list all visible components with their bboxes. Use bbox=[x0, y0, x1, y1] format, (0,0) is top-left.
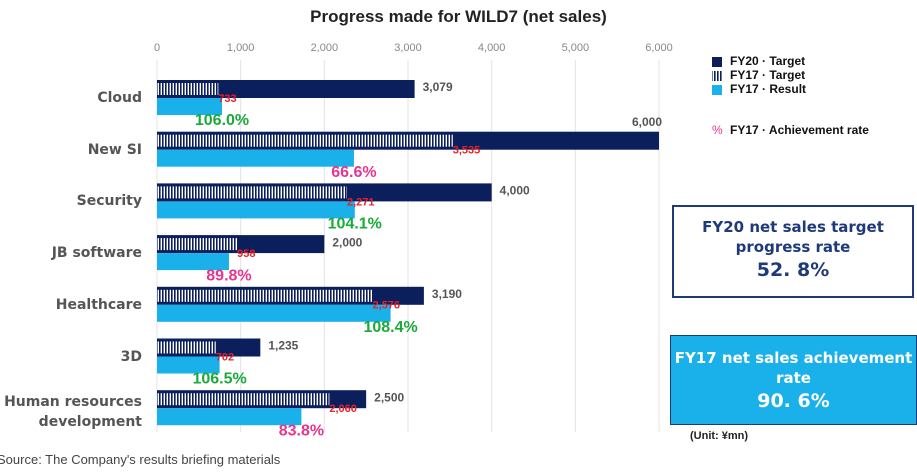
legend-symbol: % bbox=[712, 123, 723, 137]
bar bbox=[157, 80, 415, 98]
progress-box: FY20 net sales target progress rate 52. … bbox=[672, 205, 914, 298]
bar bbox=[157, 83, 219, 95]
bar bbox=[157, 408, 302, 426]
legend-swatch bbox=[712, 85, 722, 95]
value-label: 958 bbox=[237, 248, 255, 260]
bar bbox=[157, 341, 216, 354]
rate-label: 83.8% bbox=[279, 422, 324, 439]
category-label: Healthcare bbox=[55, 296, 142, 313]
value-label: 3,079 bbox=[423, 80, 453, 94]
value-label: 2,271 bbox=[347, 196, 375, 208]
value-label: 2,000 bbox=[332, 235, 362, 249]
category-label: New SI bbox=[87, 141, 142, 158]
legend-swatch bbox=[712, 71, 722, 81]
value-label: 2,500 bbox=[374, 390, 404, 404]
legend-label: FY20 · Target bbox=[730, 54, 805, 68]
value-label: 2,060 bbox=[329, 403, 357, 415]
value-label: 733 bbox=[218, 93, 236, 105]
bar bbox=[157, 356, 220, 374]
x-tick-label: 3,000 bbox=[394, 42, 422, 54]
bar bbox=[157, 186, 348, 199]
value-label: 1,235 bbox=[268, 339, 298, 353]
bar bbox=[157, 201, 355, 219]
rate-label: 104.1% bbox=[328, 216, 382, 233]
bar bbox=[157, 149, 354, 167]
rate-label: 66.6% bbox=[331, 164, 376, 181]
x-tick-label: 6,000 bbox=[645, 42, 673, 54]
bar bbox=[157, 238, 238, 251]
value-label: 3,190 bbox=[432, 287, 462, 301]
bar bbox=[157, 289, 373, 302]
value-label: 3,535 bbox=[453, 145, 481, 157]
box-text: FY20 net sales target progress rate bbox=[702, 218, 884, 256]
legend-swatch bbox=[712, 57, 722, 67]
value-label: 702 bbox=[216, 351, 234, 363]
chart-title: Progress made for WILD7 (net sales) bbox=[310, 7, 607, 26]
category-label: 3D bbox=[120, 348, 142, 365]
bar bbox=[157, 393, 330, 406]
value-label: 4,000 bbox=[500, 184, 530, 198]
bar bbox=[157, 134, 453, 147]
x-tick-label: 4,000 bbox=[478, 42, 506, 54]
box-value: 90. 6% bbox=[757, 390, 830, 412]
x-tick-label: 1,000 bbox=[227, 42, 255, 54]
x-tick-label: 0 bbox=[154, 42, 160, 54]
value-label: 6,000 bbox=[632, 115, 662, 129]
legend-label: FY17 · Result bbox=[730, 82, 806, 96]
x-tick-label: 5,000 bbox=[562, 42, 590, 54]
bar bbox=[157, 304, 391, 322]
rate-label: 108.4% bbox=[363, 319, 417, 336]
rate-label: 106.0% bbox=[195, 112, 249, 129]
rate-label: 106.5% bbox=[192, 371, 246, 388]
x-tick-label: 2,000 bbox=[311, 42, 339, 54]
unit-note: (Unit: ¥mn) bbox=[690, 430, 749, 442]
box-value: 52. 8% bbox=[756, 259, 830, 281]
rate-label: 89.8% bbox=[206, 267, 251, 284]
source-note: Source: The Company's results briefing m… bbox=[0, 452, 281, 467]
box-text: FY17 net sales achievement rate bbox=[674, 349, 913, 387]
legend-label: FY17 · Target bbox=[730, 68, 805, 82]
category-label: Security bbox=[76, 193, 142, 210]
value-label: 2,576 bbox=[373, 300, 401, 312]
achievement-box: FY17 net sales achievement rate 90. 6% bbox=[670, 335, 917, 425]
category-label: Human resources development bbox=[4, 394, 142, 431]
category-label: JB software bbox=[51, 245, 142, 262]
bar bbox=[157, 253, 229, 271]
category-label: Cloud bbox=[97, 90, 142, 106]
bar bbox=[157, 98, 223, 115]
legend-label: FY17 · Achievement rate bbox=[730, 123, 869, 137]
